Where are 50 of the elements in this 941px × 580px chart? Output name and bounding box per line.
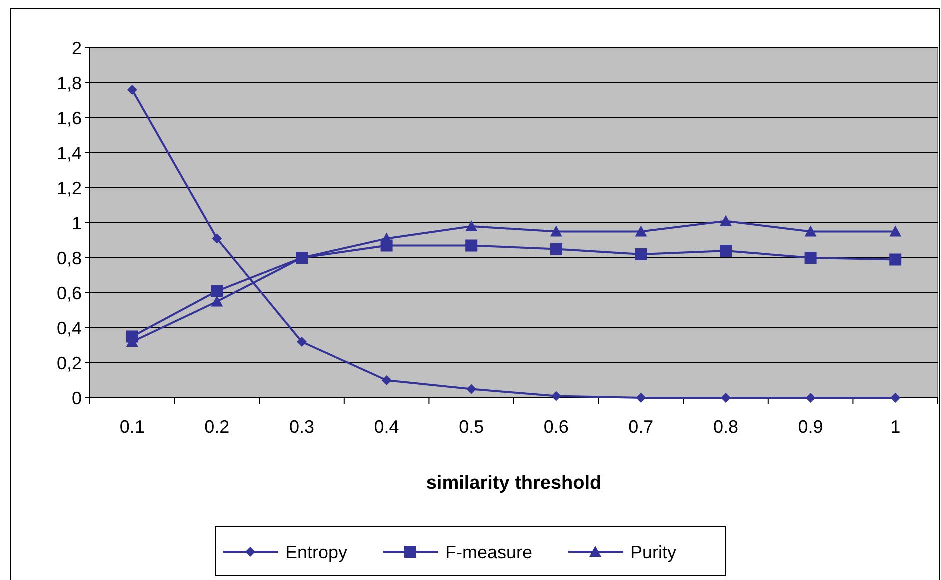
y-tick-label: 0,8: [56, 248, 82, 268]
point: [806, 393, 816, 403]
y-tick-label: 0,2: [56, 353, 82, 374]
point: [297, 337, 307, 347]
x-axis-title: similarity threshold: [426, 473, 602, 494]
x-tick-label: 0.5: [459, 417, 484, 437]
point: [466, 240, 478, 252]
y-tick-label: 2: [72, 38, 82, 58]
point: [212, 234, 222, 244]
legend-label: Purity: [630, 542, 677, 562]
point: [466, 384, 477, 394]
point: [636, 393, 646, 403]
point: [127, 85, 138, 95]
y-tick-label: 1,2: [56, 178, 82, 198]
y-tick-label: 1,6: [56, 108, 82, 128]
x-tick-label: 0.9: [798, 417, 824, 437]
point: [550, 226, 562, 237]
point: [550, 243, 562, 256]
point: [890, 226, 902, 237]
y-tick-label: 1: [72, 213, 82, 234]
point: [721, 393, 731, 403]
point: [466, 220, 478, 232]
y-tick-label: 0,4: [56, 318, 82, 338]
y-tick-label: 0,6: [56, 283, 82, 304]
point: [720, 215, 732, 226]
x-tick-label: 0.6: [544, 417, 569, 437]
legend-label: F-measure: [446, 542, 533, 562]
x-tick-label: 0.8: [713, 417, 739, 437]
x-tick-label: 0.2: [204, 417, 230, 437]
x-tick-label: 0.1: [120, 417, 145, 437]
point: [890, 254, 902, 266]
y-tick-label: 1,4: [56, 143, 82, 164]
x-tick-label: 1: [890, 417, 901, 437]
y-tick-label: 1,8: [56, 73, 82, 94]
legend-label: Entropy: [286, 542, 348, 562]
point: [382, 376, 392, 386]
point: [720, 245, 732, 257]
x-tick-label: 0.4: [374, 417, 400, 437]
y-tick-label: 0: [72, 388, 82, 408]
point: [890, 393, 901, 403]
point: [635, 226, 648, 237]
point: [551, 391, 562, 402]
point: [211, 285, 224, 298]
point: [380, 232, 393, 244]
point: [635, 248, 648, 260]
point: [804, 252, 817, 264]
point: [211, 296, 224, 307]
x-tick-label: 0.3: [289, 417, 315, 437]
point: [804, 226, 817, 237]
x-tick-label: 0.7: [628, 417, 654, 437]
